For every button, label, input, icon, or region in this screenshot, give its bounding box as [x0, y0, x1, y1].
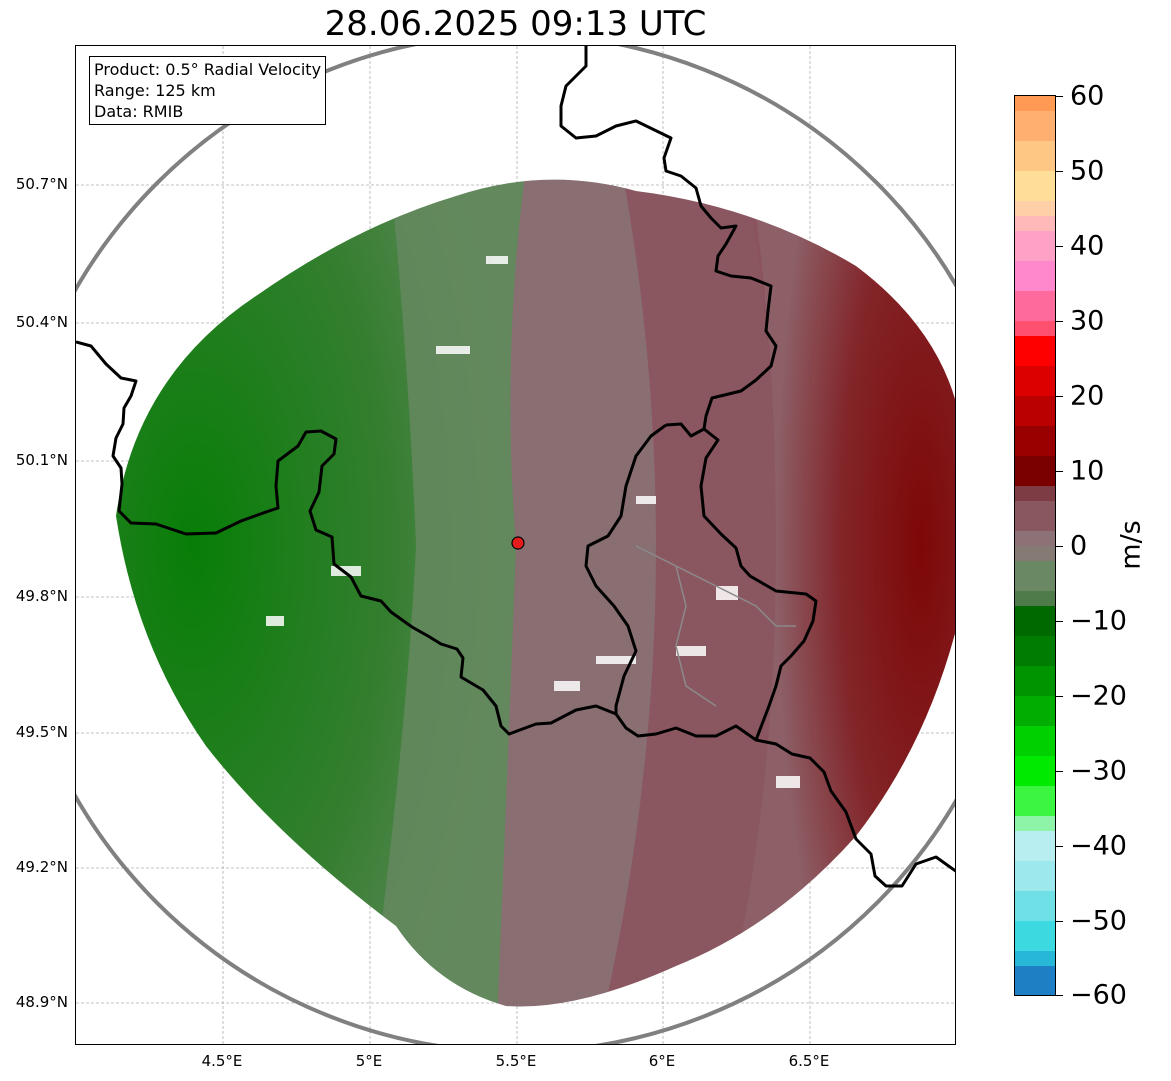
colorbar-tick — [1056, 771, 1063, 772]
colorbar-tick — [1056, 396, 1063, 397]
lon-label: 5°E — [355, 1052, 383, 1070]
colorbar-tick-label: −60 — [1070, 979, 1127, 1011]
lon-label: 6.5°E — [788, 1052, 830, 1070]
colorbar — [1014, 95, 1056, 996]
info-range: Range: 125 km — [94, 81, 216, 100]
lon-label: 6°E — [648, 1052, 676, 1070]
info-product: Product: 0.5° Radial Velocity — [94, 60, 322, 79]
velocity-field — [116, 179, 955, 1007]
colorbar-tick — [1056, 246, 1063, 247]
colorbar-tick — [1056, 846, 1063, 847]
colorbar-tick-label: −20 — [1070, 680, 1127, 712]
colorbar-tick-label: −50 — [1070, 905, 1127, 937]
radar-map — [75, 45, 956, 1045]
colorbar-tick-label: −40 — [1070, 830, 1127, 862]
lat-label: 49.5°N — [15, 723, 68, 741]
lat-label: 49.2°N — [15, 858, 68, 876]
region-borders — [635, 545, 796, 707]
colorbar-tick-label: 0 — [1070, 530, 1088, 562]
colorbar-tick-label: 50 — [1070, 155, 1105, 187]
lat-label: 48.9°N — [15, 993, 68, 1011]
country-borders — [76, 46, 955, 888]
colorbar-tick-label: 30 — [1070, 305, 1105, 337]
lat-label: 50.1°N — [15, 451, 68, 469]
lat-label: 50.4°N — [15, 313, 68, 331]
colorbar-tick — [1056, 321, 1063, 322]
colorbar-tick-label: −30 — [1070, 755, 1127, 787]
lat-label: 50.7°N — [15, 175, 68, 193]
colorbar-tick-label: 60 — [1070, 80, 1105, 112]
colorbar-tick-label: −10 — [1070, 605, 1127, 637]
colorbar-tick — [1056, 96, 1063, 97]
colorbar-tick-label: 20 — [1070, 380, 1105, 412]
colorbar-tick — [1056, 921, 1063, 922]
echo-gaps — [266, 256, 800, 788]
colorbar-tick-label: 40 — [1070, 230, 1105, 262]
colorbar-tick — [1056, 471, 1063, 472]
colorbar-tick — [1056, 546, 1063, 547]
colorbar-tick — [1056, 171, 1063, 172]
colorbar-unit: m/s — [1115, 520, 1147, 570]
info-box: Product: 0.5° Radial Velocity Range: 125… — [89, 56, 327, 125]
colorbar-tick — [1056, 696, 1063, 697]
radar-map-canvas — [76, 46, 955, 1044]
lat-label: 49.8°N — [15, 587, 68, 605]
colorbar-tick — [1056, 995, 1063, 996]
lon-label: 5.5°E — [495, 1052, 537, 1070]
lon-label: 4.5°E — [201, 1052, 243, 1070]
info-data: Data: RMIB — [94, 102, 184, 121]
colorbar-tick — [1056, 621, 1063, 622]
colorbar-tick-label: 10 — [1070, 455, 1105, 487]
radar-site — [511, 536, 525, 550]
colorbar-gradient — [1015, 96, 1055, 995]
map-title: 28.06.2025 09:13 UTC — [324, 4, 707, 44]
